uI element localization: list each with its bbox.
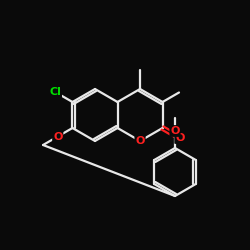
Text: O: O xyxy=(135,136,145,146)
Text: O: O xyxy=(53,132,62,141)
Text: O: O xyxy=(175,133,184,143)
Text: Cl: Cl xyxy=(49,87,61,97)
Text: O: O xyxy=(170,126,180,136)
